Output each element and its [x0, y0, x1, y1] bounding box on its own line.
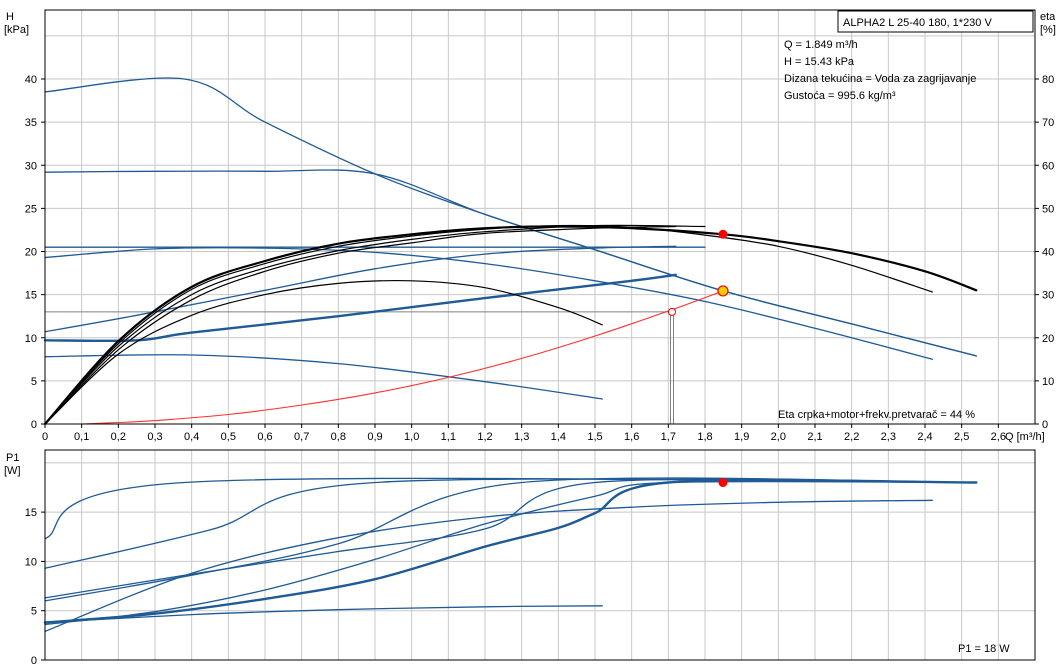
head-curve-6 — [43, 273, 677, 343]
top-series-group — [43, 77, 978, 426]
info-head: H = 15.43 kPa — [784, 56, 855, 68]
info-flow: Q = 1.849 m³/h — [784, 39, 858, 51]
bottom-plot-frame — [44, 449, 1036, 661]
h-tick-label: 40 — [25, 74, 37, 86]
p1-tick-label: 5 — [31, 606, 37, 618]
h-tick-label: 30 — [25, 160, 37, 172]
x-tick-label: 1,2 — [477, 431, 492, 443]
h-tick-label: 5 — [31, 376, 37, 388]
x-tick-label: 2,5 — [954, 431, 969, 443]
bottom-axes: 0 5 10 15 — [25, 449, 1036, 664]
power-curve-1 — [44, 478, 977, 569]
h-axis-unit: [kPa] — [4, 24, 29, 36]
eta-operating-point — [718, 229, 728, 239]
x-tick-label: 0,5 — [221, 431, 236, 443]
eta-tick-label: 80 — [1042, 74, 1054, 86]
x-tick-label: 2,0 — [771, 431, 786, 443]
power-note: P1 = 18 W — [958, 643, 1010, 655]
eta-curve-12 — [44, 224, 706, 425]
x-tick-label: 2,2 — [844, 431, 859, 443]
eta-axis-label: eta — [1040, 11, 1056, 23]
x-tick-label: 1,4 — [551, 431, 566, 443]
x-tick-label: 1,7 — [661, 431, 676, 443]
eta-tick-label: 20 — [1042, 333, 1054, 345]
x-tick-label: 0,6 — [257, 431, 272, 443]
top-grid — [44, 10, 1035, 425]
eta-tick-label: 0 — [1042, 419, 1048, 431]
top-plot-frame — [44, 9, 1036, 425]
info-liquid: Dizana tekućina = Voda za zagrijavanje — [784, 73, 976, 85]
x-tick-label: 1,0 — [404, 431, 419, 443]
eta-curve-10 — [44, 279, 603, 425]
p1-axis-unit: [W] — [4, 465, 21, 477]
x-tick-label: 2,1 — [807, 431, 822, 443]
x-tick-label: 2,6 — [991, 431, 1006, 443]
top-axes: 0 0,1 0,2 0,3 0,4 0,5 0,6 0,7 0,8 0,9 1,0 1,1 1,2 1,3… — [25, 9, 1054, 443]
p1-tick-label: 15 — [25, 507, 37, 519]
x-axis-label: Q [m³/h] — [1005, 431, 1045, 443]
x-tick-label: 0,8 — [331, 431, 346, 443]
eta-axis-unit: [%] — [1040, 24, 1056, 36]
reference-point — [668, 307, 676, 316]
x-tick-label: 2,3 — [881, 431, 896, 443]
h-tick-label: 25 — [25, 203, 37, 215]
h-tick-label: 20 — [25, 247, 37, 259]
chart-title: ALPHA2 L 25-40 180, 1*230 V — [843, 17, 992, 29]
x-tick-label: 0,4 — [184, 431, 199, 443]
eta-tick-label: 10 — [1042, 376, 1054, 388]
x-tick-label: 0,1 — [74, 431, 89, 443]
h-tick-label: 10 — [25, 333, 37, 345]
eta-tick-label: 30 — [1042, 290, 1054, 302]
head-operating-point — [717, 285, 729, 297]
eta-tick-label: 40 — [1042, 247, 1054, 259]
x-tick-label: 0 — [42, 431, 48, 443]
h-tick-label: 0 — [31, 419, 37, 431]
h-axis-label: H — [6, 11, 14, 23]
power-curve-5 — [43, 479, 978, 624]
x-tick-label: 0,9 — [367, 431, 382, 443]
x-tick-label: 1,1 — [441, 431, 456, 443]
x-tick-label: 1,8 — [697, 431, 712, 443]
power-curve-0 — [44, 477, 977, 540]
info-density: Gustoća = 995.6 kg/m³ — [784, 90, 896, 102]
eta-curve-8 — [43, 225, 978, 426]
x-tick-label: 1,6 — [624, 431, 639, 443]
power-curve-7 — [44, 605, 603, 624]
efficiency-note: Eta crpka+motor+frekv.pretvarač = 44 % — [778, 409, 975, 421]
power-operating-point — [718, 478, 728, 488]
p1-tick-label: 10 — [25, 556, 37, 568]
system_curve-curve-7 — [81, 290, 724, 425]
eta-tick-label: 60 — [1042, 160, 1054, 172]
h-tick-label: 15 — [25, 290, 37, 302]
power-curve-6 — [44, 499, 933, 633]
x-tick-label: 0,2 — [111, 431, 126, 443]
head-curve-3 — [44, 247, 933, 360]
p1-tick-label: 0 — [31, 655, 37, 664]
eta-curve-11 — [44, 225, 677, 425]
x-tick-label: 1,5 — [587, 431, 602, 443]
head-curve-4 — [44, 354, 603, 400]
title-box — [837, 10, 1034, 33]
bottom-series-group — [43, 477, 978, 633]
eta-tick-label: 50 — [1042, 203, 1054, 215]
head-curve-5 — [44, 245, 677, 333]
eta-tick-label: 70 — [1042, 117, 1054, 129]
power-curve-3 — [44, 478, 977, 599]
p1-axis-label: P1 — [6, 452, 19, 464]
power-curve-4 — [44, 480, 977, 626]
head-curve-1 — [44, 169, 977, 357]
x-tick-label: 1,3 — [514, 431, 529, 443]
x-tick-label: 0,7 — [294, 431, 309, 443]
x-tick-label: 2,4 — [917, 431, 932, 443]
h-tick-label: 35 — [25, 117, 37, 129]
x-tick-label: 1,9 — [734, 431, 749, 443]
eta-curve-9 — [44, 224, 933, 425]
x-tick-label: 0,3 — [147, 431, 162, 443]
head-curve-0 — [44, 77, 977, 357]
